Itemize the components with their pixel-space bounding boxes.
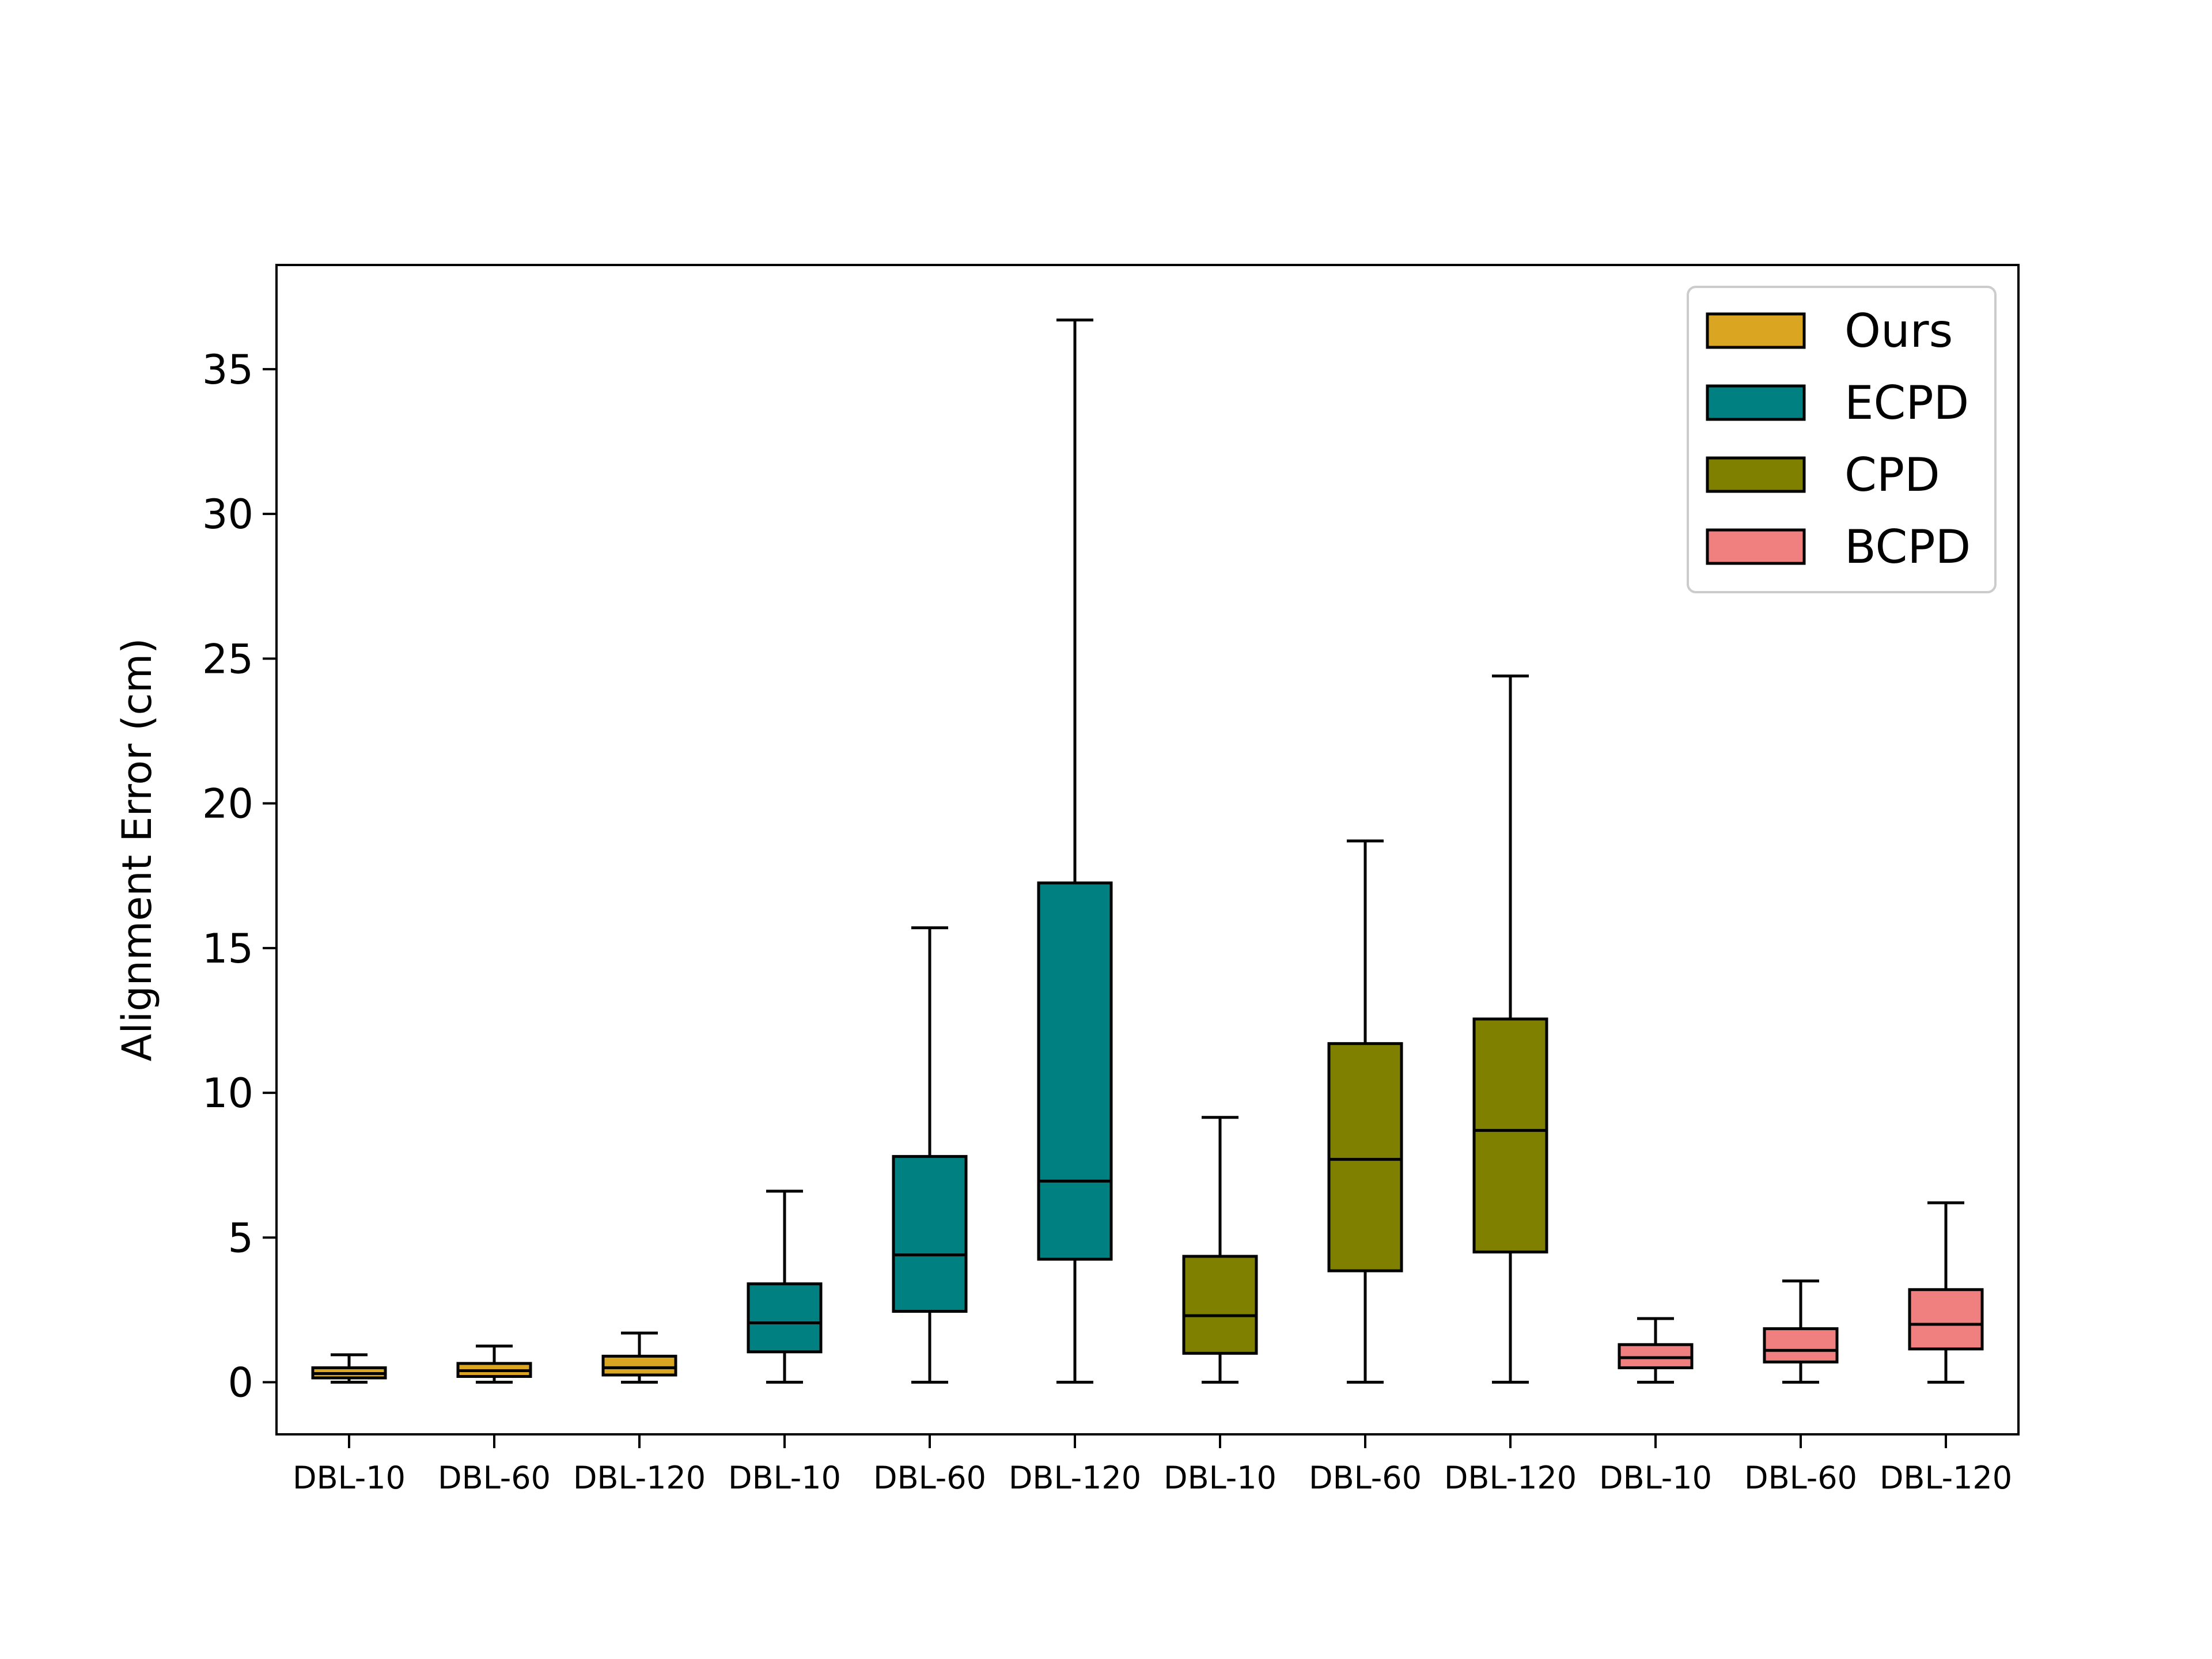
box-iqr bbox=[1472, 1017, 1548, 1253]
legend-label: CPD bbox=[1844, 448, 1940, 502]
box-ours-dbl-60 bbox=[456, 1344, 532, 1384]
x-axis-ticks: DBL-10 DBL-60 DBL-120 DBL-10 DBL-60 DBL-120 DB… bbox=[293, 1434, 2012, 1496]
y-tick-label: 10 bbox=[202, 1070, 253, 1117]
boxes-layer bbox=[311, 318, 1984, 1384]
x-tick-label: DBL-120 bbox=[1880, 1460, 2012, 1496]
y-axis-ticks: 0 5 10 15 20 25 30 35 bbox=[202, 346, 276, 1407]
y-tick-label: 25 bbox=[202, 635, 253, 683]
legend-swatch bbox=[1706, 456, 1806, 493]
box-iqr bbox=[1037, 881, 1113, 1261]
x-tick-label: DBL-120 bbox=[1009, 1460, 1141, 1496]
y-tick-label: 35 bbox=[202, 346, 253, 393]
x-tick-label: DBL-60 bbox=[873, 1460, 986, 1496]
box-bcpd-dbl-60 bbox=[1763, 1279, 1839, 1384]
box-ours-dbl-120 bbox=[601, 1331, 677, 1384]
box-iqr bbox=[1908, 1288, 1984, 1351]
legend-frame bbox=[1687, 286, 1997, 593]
box-iqr bbox=[892, 1155, 968, 1313]
x-tick-label: DBL-10 bbox=[728, 1460, 841, 1496]
x-tick-label: DBL-10 bbox=[1164, 1460, 1277, 1496]
box-iqr bbox=[1763, 1327, 1839, 1363]
legend-item-bcpd: BCPD bbox=[1706, 520, 1971, 574]
legend-swatch bbox=[1706, 384, 1806, 421]
x-tick-label: DBL-60 bbox=[1309, 1460, 1422, 1496]
y-tick-label: 0 bbox=[228, 1359, 253, 1407]
legend-item-ours: Ours bbox=[1706, 304, 1953, 358]
y-tick-label: 15 bbox=[202, 925, 253, 972]
box-iqr bbox=[601, 1354, 677, 1377]
box-ecpd-dbl-60 bbox=[892, 926, 968, 1384]
x-tick-label: DBL-120 bbox=[573, 1460, 706, 1496]
legend-item-ecpd: ECPD bbox=[1706, 376, 1969, 430]
x-tick-label: DBL-120 bbox=[1444, 1460, 1577, 1496]
box-bcpd-dbl-10 bbox=[1618, 1317, 1694, 1384]
box-iqr bbox=[1618, 1343, 1694, 1369]
box-cpd-dbl-10 bbox=[1182, 1116, 1258, 1384]
legend-label: ECPD bbox=[1844, 376, 1969, 430]
y-axis-label: Alignment Error (cm) bbox=[113, 638, 161, 1061]
legend: Ours ECPD CPD BCPD bbox=[1687, 286, 1997, 593]
legend-swatch bbox=[1706, 312, 1806, 349]
y-tick-label: 30 bbox=[202, 491, 253, 538]
box-iqr bbox=[747, 1282, 823, 1354]
box-cpd-dbl-60 bbox=[1327, 839, 1403, 1384]
x-tick-label: DBL-60 bbox=[1744, 1460, 1857, 1496]
box-ecpd-dbl-120 bbox=[1037, 318, 1113, 1384]
x-tick-label: DBL-60 bbox=[438, 1460, 551, 1496]
y-tick-label: 20 bbox=[202, 781, 253, 828]
box-ecpd-dbl-10 bbox=[747, 1190, 823, 1384]
box-cpd-dbl-120 bbox=[1472, 675, 1548, 1384]
plot-frame bbox=[275, 264, 2020, 1435]
y-tick-label: 5 bbox=[228, 1214, 253, 1262]
box-bcpd-dbl-120 bbox=[1908, 1201, 1984, 1384]
legend-label: Ours bbox=[1844, 304, 1953, 358]
legend-label: BCPD bbox=[1844, 520, 1971, 574]
x-tick-label: DBL-10 bbox=[1599, 1460, 1712, 1496]
legend-item-cpd: CPD bbox=[1706, 448, 1940, 502]
box-iqr bbox=[1327, 1042, 1403, 1272]
box-iqr bbox=[1182, 1255, 1258, 1355]
box-ours-dbl-10 bbox=[311, 1353, 387, 1384]
x-tick-label: DBL-10 bbox=[293, 1460, 406, 1496]
legend-swatch bbox=[1706, 528, 1806, 565]
